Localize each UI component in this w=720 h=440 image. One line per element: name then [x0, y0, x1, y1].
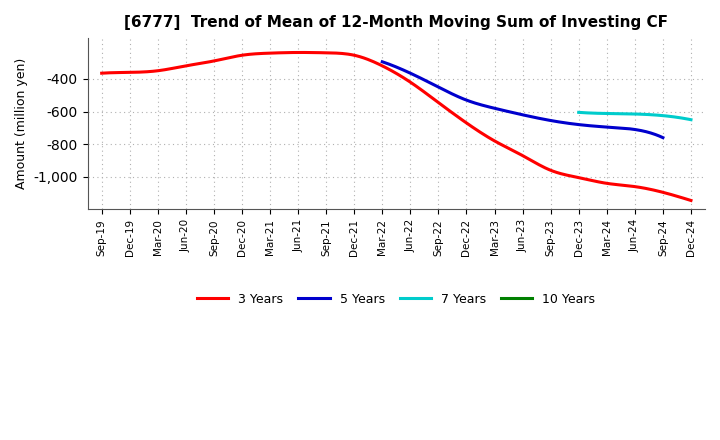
Title: [6777]  Trend of Mean of 12-Month Moving Sum of Investing CF: [6777] Trend of Mean of 12-Month Moving … — [125, 15, 668, 30]
3 Years — [448, 110, 456, 116]
3 Years — [297, 50, 305, 55]
7 Years — [641, 112, 649, 117]
7 Years — [575, 110, 583, 115]
Y-axis label: Amount (million yen): Amount (million yen) — [15, 58, 28, 189]
5 Years — [632, 127, 641, 132]
3 Years — [596, 180, 605, 185]
3 Years — [460, 119, 469, 124]
5 Years — [544, 117, 553, 123]
Line: 5 Years: 5 Years — [382, 62, 663, 138]
Line: 3 Years: 3 Years — [102, 52, 691, 201]
3 Years — [634, 184, 642, 190]
3 Years — [97, 70, 106, 76]
3 Years — [99, 70, 108, 76]
7 Years — [643, 112, 652, 117]
Legend: 3 Years, 5 Years, 7 Years, 10 Years: 3 Years, 5 Years, 7 Years, 10 Years — [192, 288, 600, 311]
5 Years — [378, 59, 387, 64]
7 Years — [687, 117, 696, 122]
5 Years — [379, 59, 387, 65]
5 Years — [659, 135, 667, 140]
7 Years — [669, 114, 678, 119]
5 Years — [545, 117, 554, 123]
5 Years — [614, 125, 623, 131]
7 Years — [676, 115, 685, 121]
5 Years — [550, 118, 559, 124]
Line: 7 Years: 7 Years — [579, 112, 691, 120]
7 Years — [642, 112, 650, 117]
7 Years — [575, 110, 583, 115]
3 Years — [687, 198, 696, 203]
3 Years — [450, 112, 459, 117]
